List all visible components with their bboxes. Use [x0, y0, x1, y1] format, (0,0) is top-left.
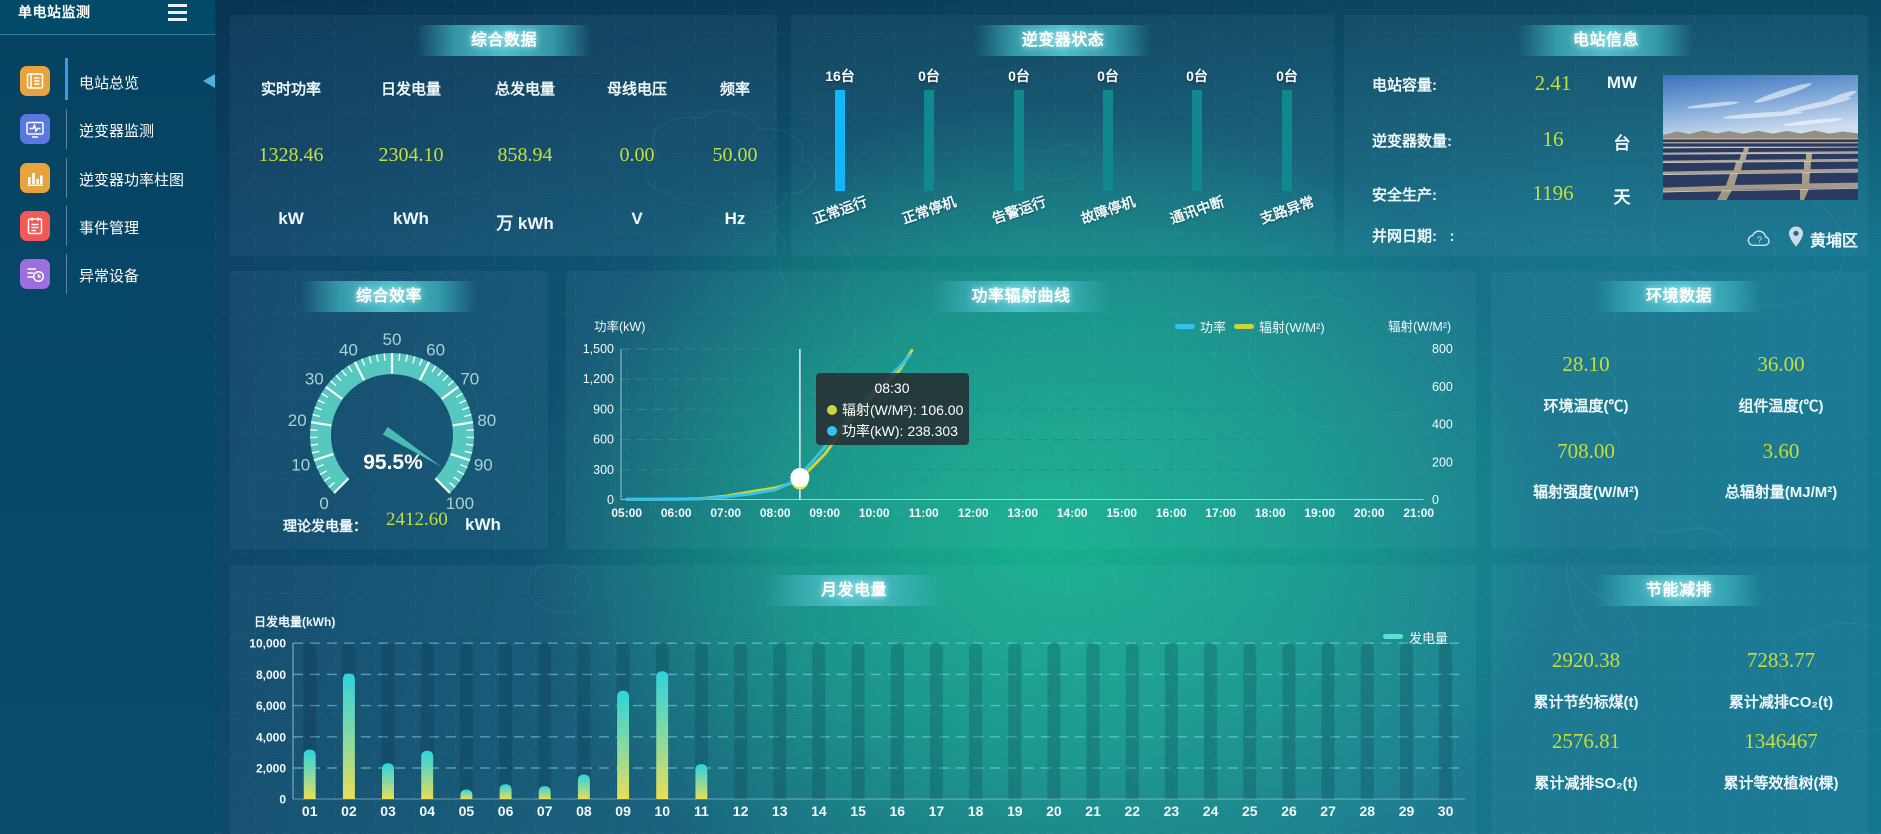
svg-text:30: 30 — [1438, 803, 1454, 819]
svg-text:0: 0 — [279, 793, 286, 807]
svg-text:10: 10 — [291, 456, 310, 475]
svg-text:15: 15 — [850, 803, 866, 819]
svg-text:08:00: 08:00 — [760, 506, 791, 520]
svg-text:20:00: 20:00 — [1354, 506, 1385, 520]
svg-text:11: 11 — [694, 803, 709, 819]
svg-text:18:00: 18:00 — [1255, 506, 1286, 520]
svg-text:600: 600 — [1432, 380, 1453, 394]
svg-text:15:00: 15:00 — [1106, 506, 1137, 520]
svg-text:2,000: 2,000 — [256, 762, 286, 776]
svg-text:0: 0 — [1432, 493, 1439, 507]
svg-text:13: 13 — [772, 803, 788, 819]
svg-text:8,000: 8,000 — [256, 668, 286, 682]
svg-text:21: 21 — [1085, 803, 1101, 819]
svg-text:16:00: 16:00 — [1156, 506, 1187, 520]
svg-text:?: ? — [1757, 235, 1762, 245]
svg-text:24: 24 — [1203, 803, 1219, 819]
svg-text:29: 29 — [1399, 803, 1415, 819]
svg-text:05: 05 — [459, 803, 475, 819]
svg-text:900: 900 — [593, 402, 614, 416]
svg-text:09:00: 09:00 — [809, 506, 840, 520]
svg-text:28: 28 — [1360, 803, 1376, 819]
svg-text:05:00: 05:00 — [611, 506, 642, 520]
svg-text:95.5%: 95.5% — [363, 451, 423, 474]
svg-text:19:00: 19:00 — [1304, 506, 1335, 520]
svg-text:12:00: 12:00 — [958, 506, 989, 520]
svg-text:50: 50 — [383, 330, 402, 349]
svg-text:14:00: 14:00 — [1057, 506, 1088, 520]
svg-text:功率(kW): 238.303: 功率(kW): 238.303 — [842, 423, 958, 439]
svg-text:07:00: 07:00 — [710, 506, 741, 520]
svg-text:0: 0 — [319, 494, 328, 513]
svg-text:4,000: 4,000 — [256, 730, 286, 744]
svg-text:0: 0 — [607, 493, 614, 507]
svg-text:20: 20 — [288, 411, 307, 430]
svg-text:01: 01 — [302, 803, 318, 819]
svg-text:22: 22 — [1125, 803, 1141, 819]
svg-text:08:30: 08:30 — [874, 380, 909, 396]
svg-text:1,500: 1,500 — [583, 342, 614, 356]
svg-text:100: 100 — [446, 494, 474, 513]
svg-text:03: 03 — [380, 803, 396, 819]
svg-text:400: 400 — [1432, 418, 1453, 432]
svg-text:17: 17 — [929, 803, 945, 819]
svg-text:40: 40 — [339, 341, 358, 360]
svg-text:10,000: 10,000 — [249, 637, 286, 651]
svg-text:辐射(W/M²): 辐射(W/M²) — [1259, 320, 1325, 335]
svg-text:21:00: 21:00 — [1403, 506, 1434, 520]
svg-text:600: 600 — [593, 433, 614, 447]
svg-text:发电量: 发电量 — [1409, 631, 1448, 646]
svg-text:功率(kW): 功率(kW) — [594, 319, 645, 334]
svg-text:09: 09 — [615, 803, 631, 819]
svg-text:17:00: 17:00 — [1205, 506, 1236, 520]
svg-text:辐射(W/M²): 106.00: 辐射(W/M²): 106.00 — [842, 402, 964, 418]
svg-text:300: 300 — [593, 463, 614, 477]
svg-text:07: 07 — [537, 803, 553, 819]
svg-text:14: 14 — [811, 803, 827, 819]
svg-text:1,200: 1,200 — [583, 372, 614, 386]
svg-text:70: 70 — [460, 370, 479, 389]
svg-text:13:00: 13:00 — [1007, 506, 1038, 520]
svg-text:19: 19 — [1007, 803, 1023, 819]
svg-text:12: 12 — [733, 803, 749, 819]
svg-text:30: 30 — [305, 370, 324, 389]
svg-text:800: 800 — [1432, 342, 1453, 356]
svg-text:08: 08 — [576, 803, 592, 819]
svg-text:06:00: 06:00 — [661, 506, 692, 520]
svg-text:80: 80 — [477, 411, 496, 430]
svg-text:23: 23 — [1164, 803, 1180, 819]
svg-text:90: 90 — [474, 456, 493, 475]
svg-text:200: 200 — [1432, 455, 1453, 469]
svg-text:27: 27 — [1320, 803, 1336, 819]
svg-text:04: 04 — [419, 803, 435, 819]
svg-text:11:00: 11:00 — [909, 506, 939, 520]
svg-text:20: 20 — [1046, 803, 1062, 819]
svg-text:6,000: 6,000 — [256, 699, 286, 713]
svg-text:16: 16 — [890, 803, 906, 819]
svg-text:辐射(W/M²): 辐射(W/M²) — [1388, 319, 1451, 334]
svg-text:功率: 功率 — [1200, 320, 1226, 335]
svg-text:10:00: 10:00 — [859, 506, 890, 520]
svg-text:60: 60 — [426, 341, 445, 360]
svg-text:26: 26 — [1281, 803, 1297, 819]
svg-text:06: 06 — [498, 803, 514, 819]
svg-text:02: 02 — [341, 803, 357, 819]
svg-text:10: 10 — [654, 803, 670, 819]
svg-text:18: 18 — [968, 803, 984, 819]
svg-text:25: 25 — [1242, 803, 1258, 819]
